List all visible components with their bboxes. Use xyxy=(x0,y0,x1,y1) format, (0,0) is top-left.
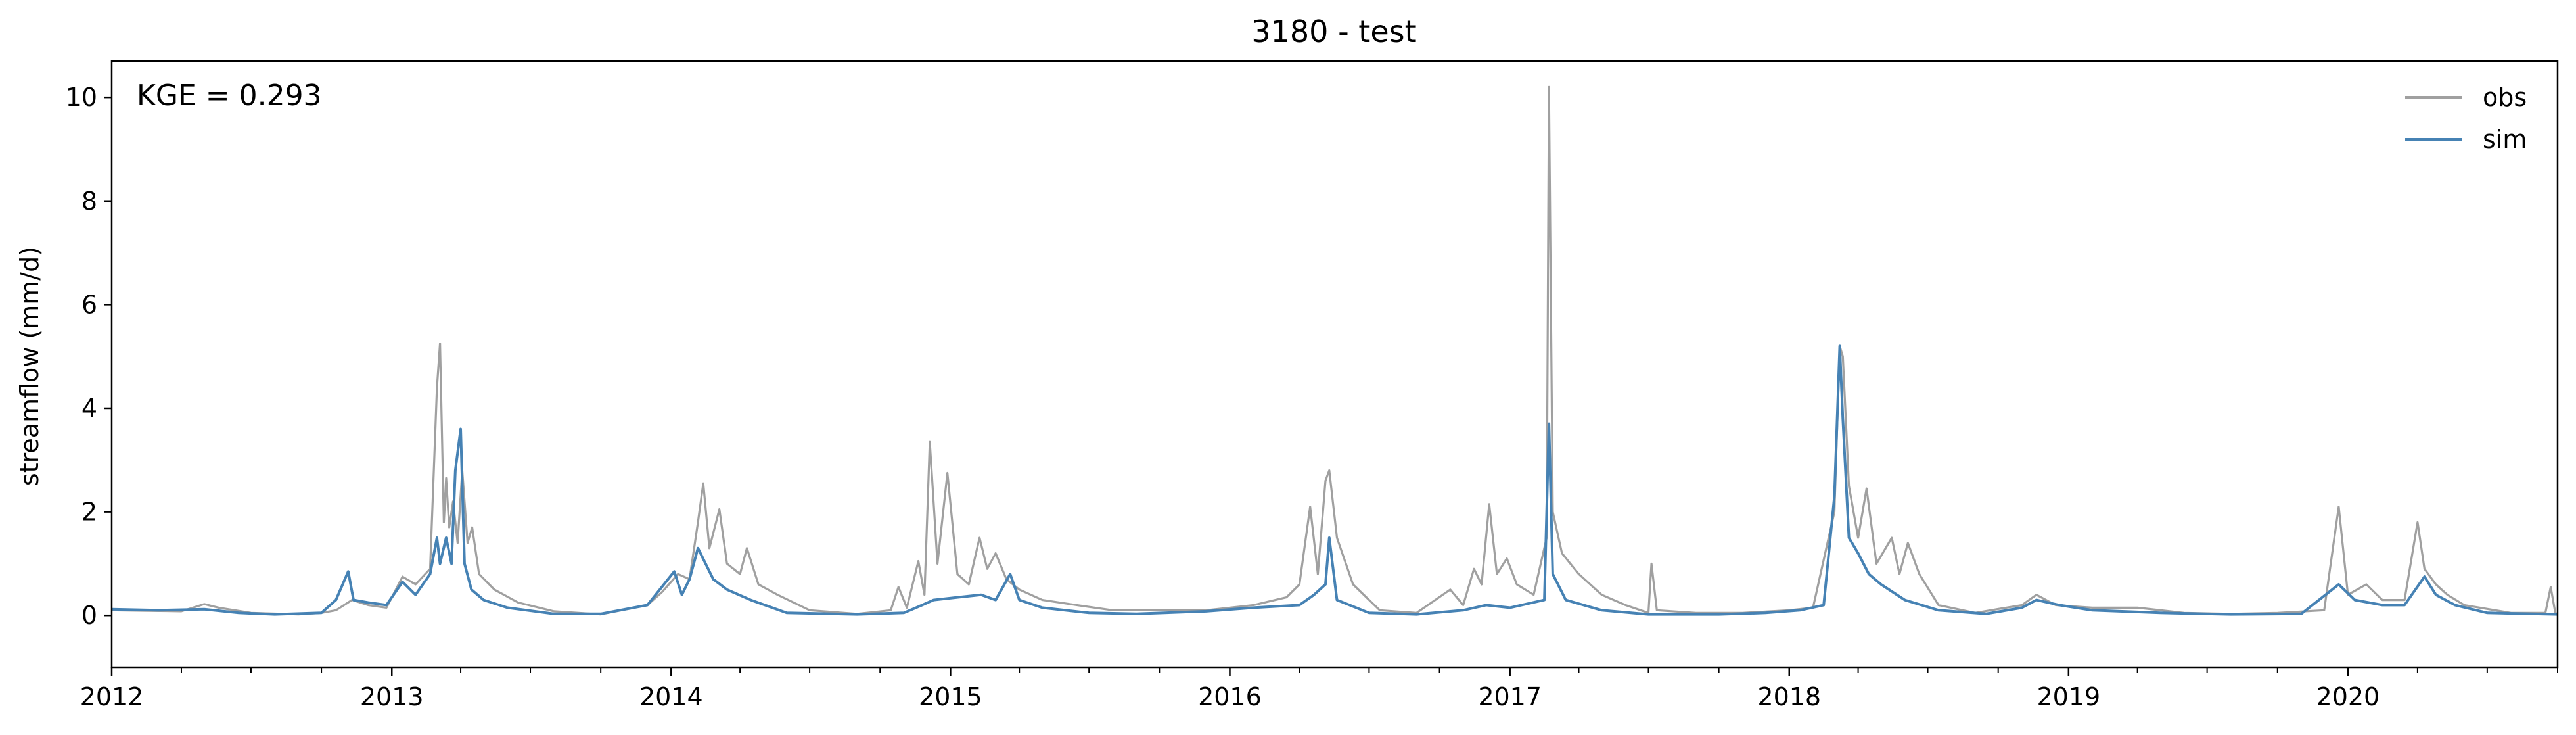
x-tick-label: 2017 xyxy=(1478,682,1542,711)
y-axis-label: streamflow (mm/d) xyxy=(15,247,44,486)
x-tick-label: 2019 xyxy=(2036,682,2100,711)
series-line-obs xyxy=(111,85,2558,616)
y-tick-label: 10 xyxy=(66,83,97,112)
x-tick-label: 2018 xyxy=(1757,682,1821,711)
y-tick-label: 6 xyxy=(81,290,97,319)
x-tick-label: 2012 xyxy=(80,682,144,711)
legend-label-obs: obs xyxy=(2483,83,2527,112)
chart-title: 3180 - test xyxy=(1251,14,1416,49)
x-axis: 2012 2013 2014 2015 2016 2017 2018 2019 2020 xyxy=(80,667,2558,711)
x-tick-label: 2015 xyxy=(919,682,982,711)
plot-area: 0 2 4 6 8 10 2012 2013 2014 2015 2016 2017 2018 2019… xyxy=(66,60,2559,711)
y-tick-label: 4 xyxy=(81,394,97,423)
x-tick-label: 2016 xyxy=(1198,682,1262,711)
x-tick-label: 2020 xyxy=(2316,682,2380,711)
legend: obs sim xyxy=(2405,83,2527,154)
legend-label-sim: sim xyxy=(2483,125,2527,154)
kge-annotation: KGE = 0.293 xyxy=(137,79,322,112)
series-lines xyxy=(111,85,2558,616)
x-tick-label: 2014 xyxy=(639,682,703,711)
y-tick-label: 8 xyxy=(81,187,97,216)
y-tick-label: 0 xyxy=(81,601,97,630)
plot-frame xyxy=(110,60,2559,669)
x-tick-label: 2013 xyxy=(360,682,424,711)
series-line-sim xyxy=(111,344,2558,616)
y-axis: 0 2 4 6 8 10 xyxy=(66,83,112,630)
y-tick-label: 2 xyxy=(81,498,97,527)
